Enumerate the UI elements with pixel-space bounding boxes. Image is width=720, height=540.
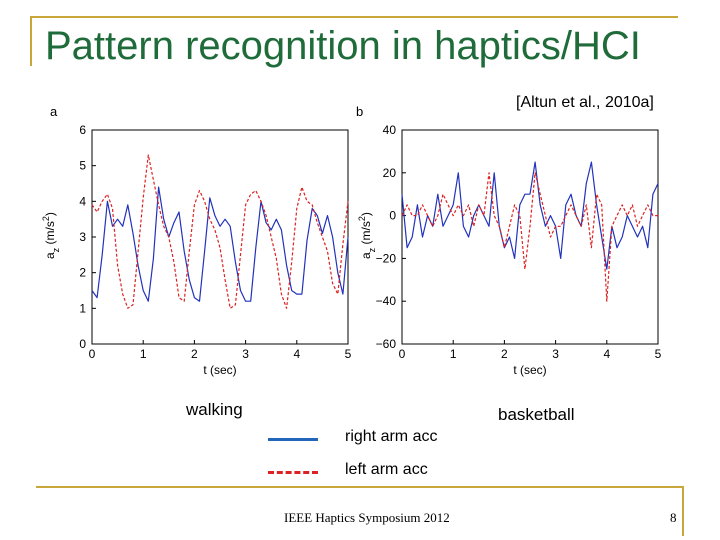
panel-b-xtick-label: 2 — [501, 347, 508, 361]
panel-b-ylabel: az (m/s2) — [357, 212, 377, 259]
panel-a-xtick-label: 4 — [293, 347, 300, 361]
caption-basketball: basketball — [498, 405, 575, 424]
panel-b-ytick-label: −60 — [376, 337, 397, 351]
panel-b-ytick-label: −20 — [376, 251, 397, 265]
panel-b-xlabel: t (sec) — [513, 363, 546, 377]
panel-a-series-right-arm — [91, 186, 349, 302]
panel-b-xtick-label: 4 — [603, 347, 610, 361]
panel-b-xtick-label: 1 — [450, 347, 457, 361]
panel-a-ytick-label: 6 — [79, 123, 86, 137]
frame-bottom-rule — [36, 486, 684, 488]
panel-b-axes-box — [401, 129, 659, 345]
frame-top-rule — [30, 16, 678, 18]
legend-swatch-left-arm — [268, 471, 318, 474]
panel-b-xtick-label: 3 — [552, 347, 559, 361]
slide-title: Pattern recognition in haptics/HCI — [45, 24, 641, 68]
panel-b-letter: b — [356, 104, 363, 119]
panel-a-axes-box — [91, 129, 349, 345]
frame-right-rule — [682, 486, 684, 536]
panel-a-ytick-label: 0 — [79, 337, 86, 351]
citation: [Altun et al., 2010a] — [516, 94, 654, 111]
panel-a-xtick-label: 0 — [89, 347, 96, 361]
panel-b-xtick-label: 0 — [399, 347, 406, 361]
figure: 0 1 2 3 4 5 0 1 2 3 4 5 6 a t (sec) az (m/s2) 0 1 2 3 4 5 −60 −… — [41, 104, 662, 377]
panel-b-xtick-label: 5 — [655, 347, 662, 361]
panel-a-ytick-label: 4 — [79, 194, 86, 208]
legend-swatch-right-arm — [268, 438, 318, 441]
legend-label-left-arm: left arm acc — [345, 461, 428, 478]
panel-a-ytick-label: 5 — [79, 159, 86, 173]
footer-text: IEEE Haptics Symposium 2012 — [284, 510, 450, 525]
panel-a-ytick-label: 3 — [79, 230, 86, 244]
panel-a-xtick-label: 2 — [191, 347, 198, 361]
frame-left-rule — [30, 16, 32, 66]
panel-a-ytick-label: 2 — [79, 266, 86, 280]
panel-b-series-right-arm — [401, 161, 659, 270]
panel-a-xtick-label: 1 — [140, 347, 147, 361]
panel-b-ytick-label: 40 — [383, 123, 397, 137]
panel-a-series-left-arm — [91, 154, 349, 309]
panel-b-series-left-arm — [401, 172, 658, 302]
panel-a-xtick-label: 3 — [242, 347, 249, 361]
panel-b-ytick-label: 20 — [383, 166, 397, 180]
panel-a-xtick-label: 5 — [345, 347, 352, 361]
panel-a-ylabel: az (m/s2) — [41, 212, 61, 259]
panel-a-ytick-label: 1 — [79, 301, 86, 315]
panel-b-ytick-label: −40 — [376, 294, 397, 308]
panel-a-xlabel: t (sec) — [203, 363, 236, 377]
panel-b-ytick-label: 0 — [389, 209, 396, 223]
page-number: 8 — [670, 510, 677, 525]
caption-walking: walking — [186, 400, 243, 419]
panel-a-letter: a — [50, 104, 58, 119]
legend-label-right-arm: right arm acc — [345, 428, 438, 445]
